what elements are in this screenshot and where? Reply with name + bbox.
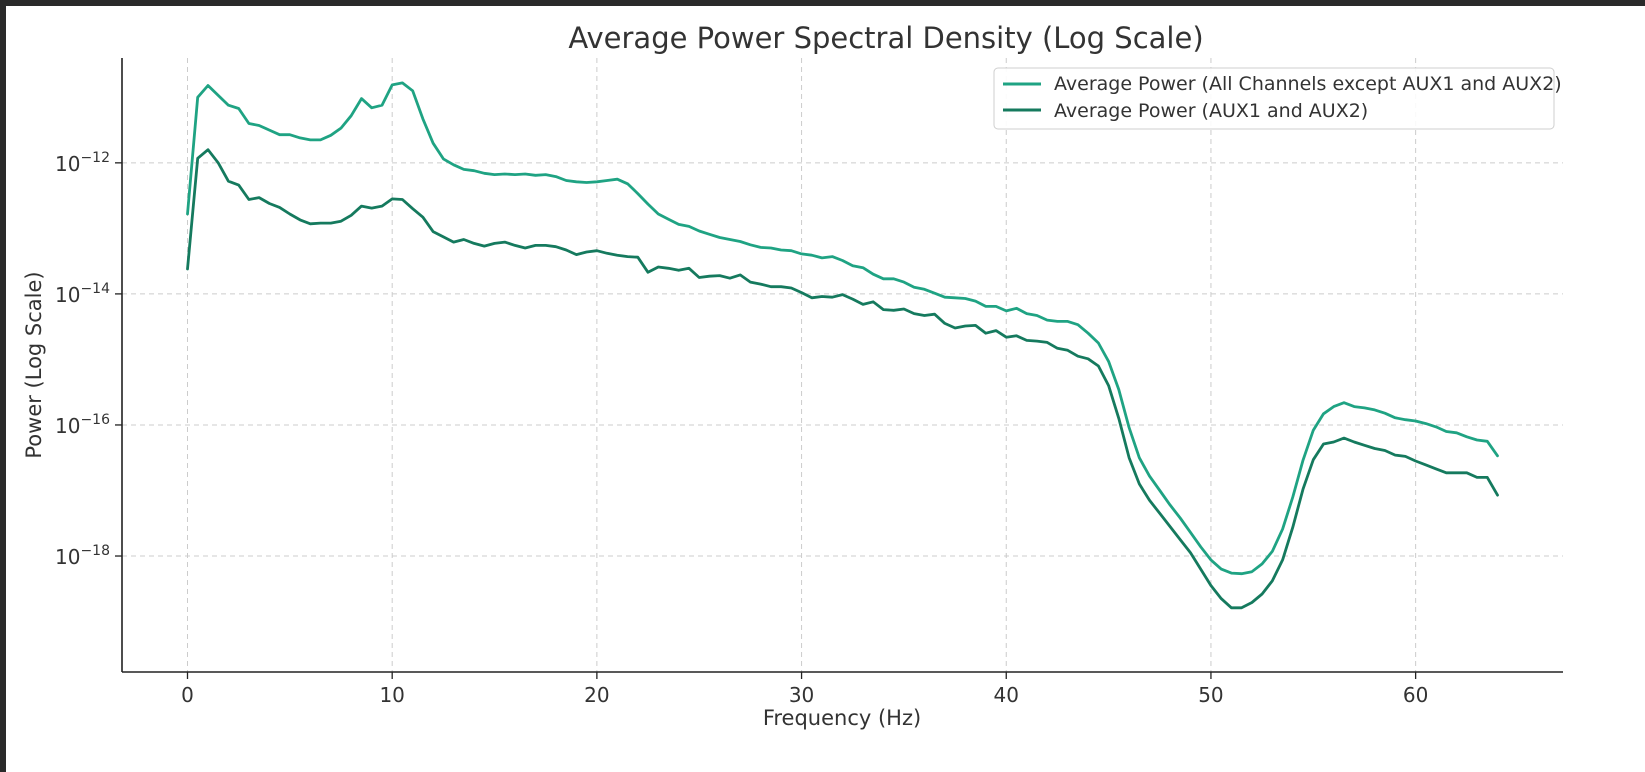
chart-frame: Average Power Spectral Density (Log Scal… <box>6 6 1645 772</box>
series-line-0 <box>186 81 1499 576</box>
y-tick-label--18: 10−18 <box>55 543 110 569</box>
legend-label-all-channels: Average Power (All Channels except AUX1 … <box>1054 73 1562 95</box>
x-tick-label-10: 10 <box>379 683 404 707</box>
y-axis-label: Power (Log Scale) <box>22 271 46 458</box>
x-tick-label-50: 50 <box>1198 683 1223 707</box>
legend: Average Power (All Channels except AUX1 … <box>993 67 1562 130</box>
chart-title: Average Power Spectral Density (Log Scal… <box>568 21 1203 55</box>
x-ticks: 0 10 20 30 40 50 60 <box>181 672 1428 707</box>
x-tick-label-60: 60 <box>1403 683 1428 707</box>
psd-chart: Average Power Spectral Density (Log Scal… <box>22 21 1563 730</box>
x-tick-label-40: 40 <box>994 683 1019 707</box>
axes <box>121 58 1563 673</box>
series-line-1 <box>186 148 1499 610</box>
x-tick-label-20: 20 <box>584 683 609 707</box>
y-tick-label--12: 10−12 <box>55 150 110 176</box>
y-ticks: 10−12 10−14 10−16 10−18 <box>55 150 122 569</box>
legend-box <box>993 67 1555 130</box>
series-lines <box>186 81 1499 610</box>
x-tick-label-0: 0 <box>181 683 194 707</box>
y-tick-label--14: 10−14 <box>55 281 110 307</box>
legend-label-aux: Average Power (AUX1 and AUX2) <box>1054 100 1368 122</box>
x-axis-label: Frequency (Hz) <box>763 706 921 730</box>
x-tick-label-30: 30 <box>789 683 814 707</box>
grid-lines <box>122 58 1563 672</box>
y-tick-label--16: 10−16 <box>55 412 110 438</box>
